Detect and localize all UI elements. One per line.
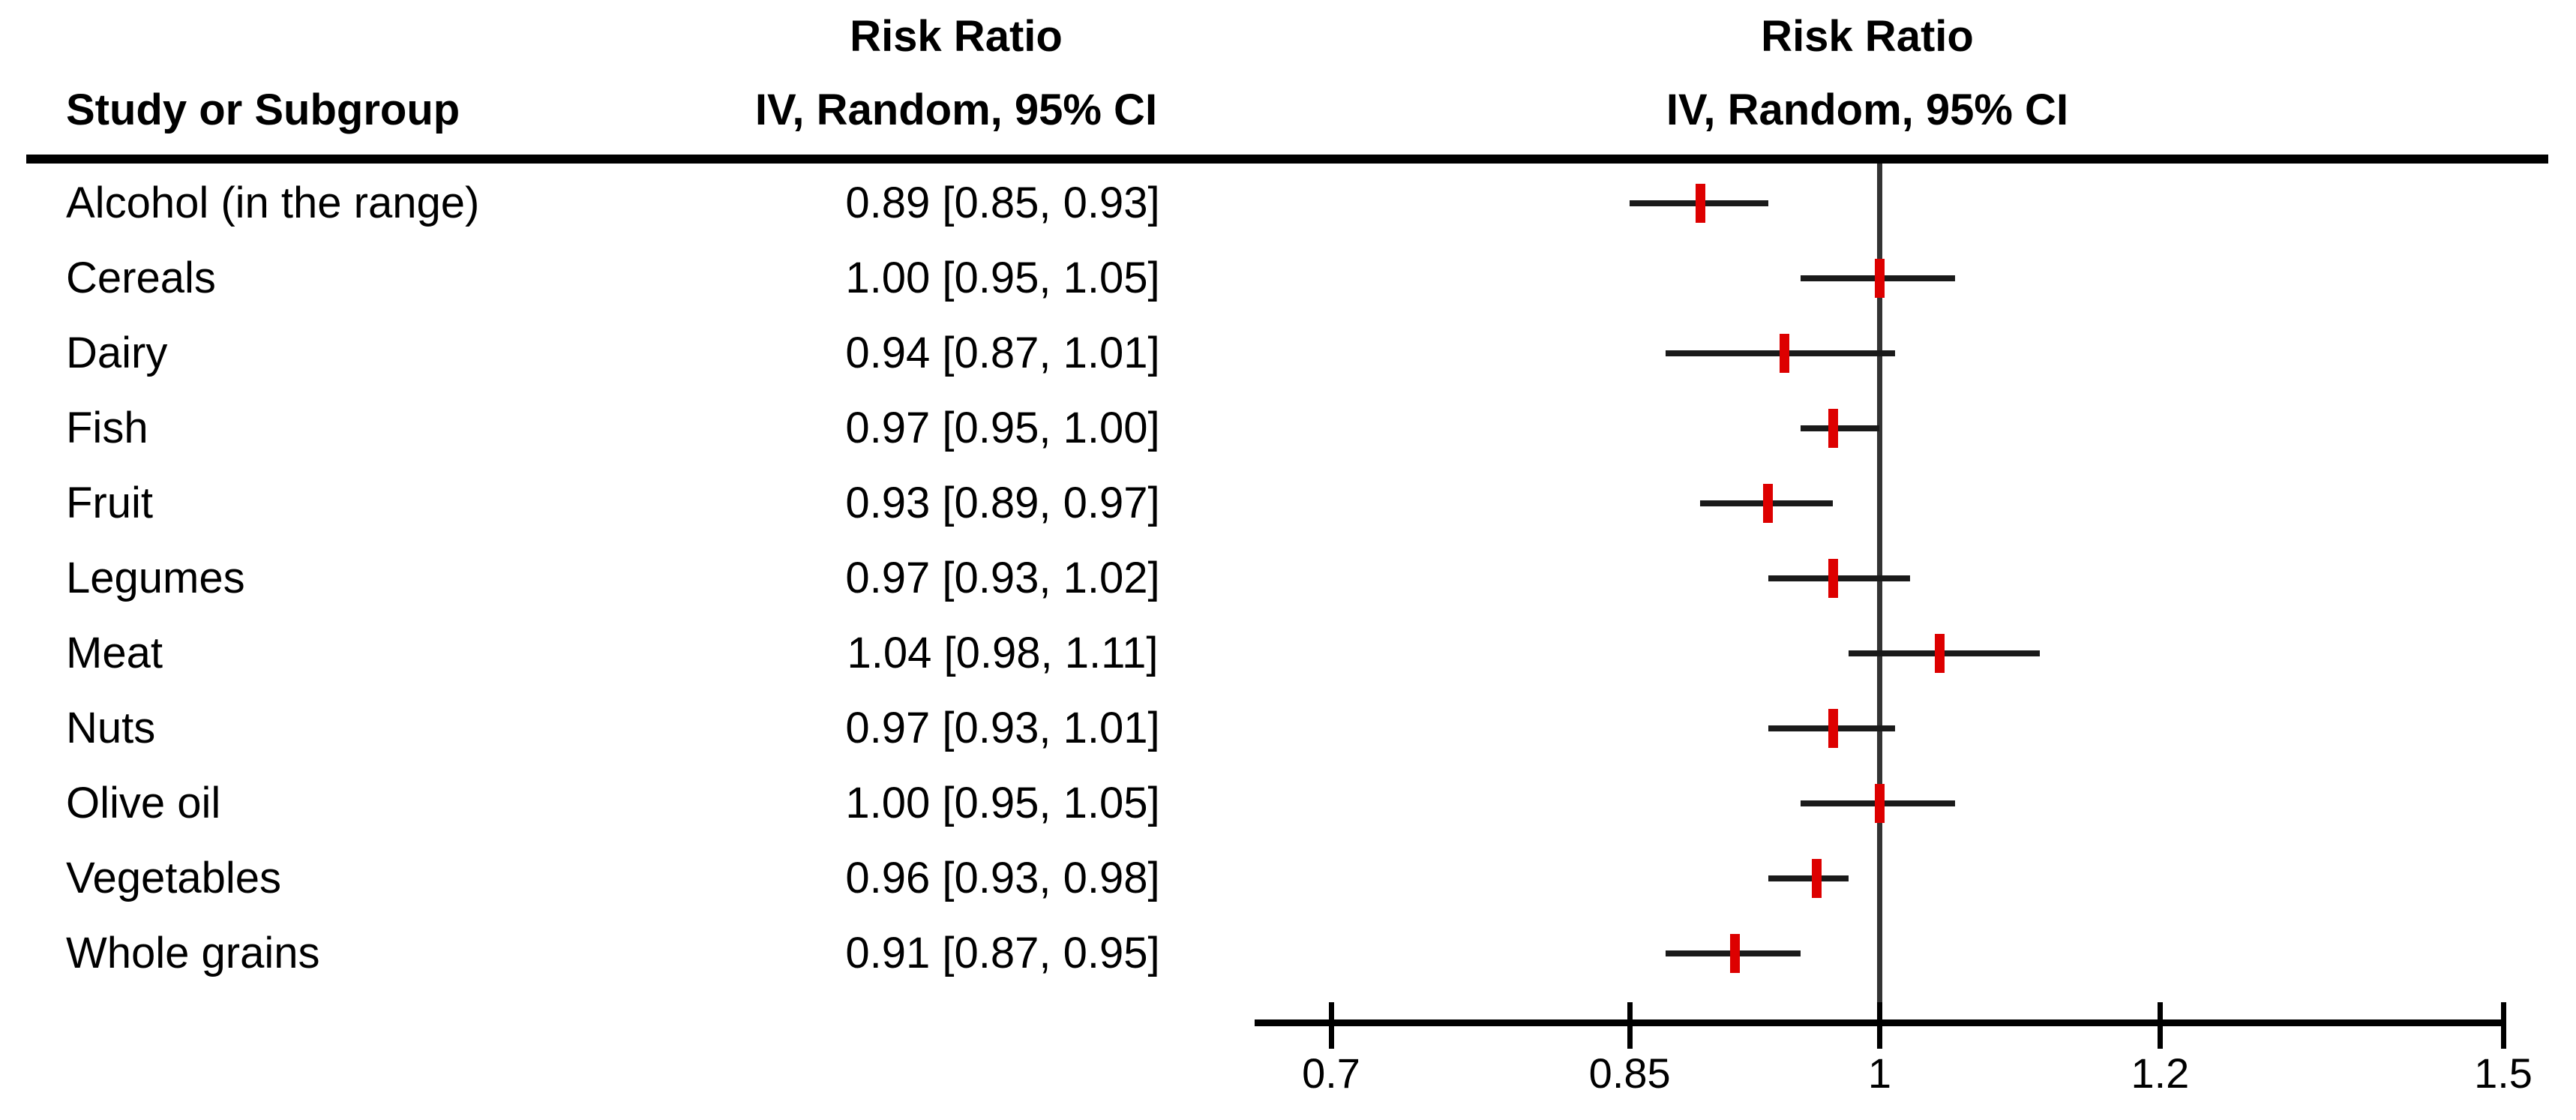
- header-divider: [26, 155, 2548, 164]
- study-label: Vegetables: [66, 854, 282, 902]
- axis-tick: [2157, 1002, 2163, 1049]
- effect-column-header-line2: IV, Random, 95% CI: [754, 86, 1158, 134]
- point-marker: [1874, 259, 1885, 298]
- effect-estimate-text: 0.93 [0.89, 0.97]: [845, 479, 1160, 527]
- study-label: Legumes: [66, 554, 245, 602]
- point-marker: [1935, 634, 1945, 673]
- study-label: Meat: [66, 629, 163, 677]
- point-marker: [1828, 409, 1838, 448]
- effect-estimate-text: 0.97 [0.95, 1.00]: [845, 404, 1160, 452]
- point-marker: [1828, 559, 1838, 598]
- point-marker: [1695, 184, 1705, 223]
- study-label: Fruit: [66, 479, 153, 527]
- axis-tick: [1876, 1002, 1882, 1049]
- effect-column-header-line1: Risk Ratio: [850, 12, 1063, 61]
- point-marker: [1874, 784, 1885, 823]
- ci-line: [1768, 575, 1911, 581]
- study-label: Cereals: [66, 254, 216, 302]
- point-marker: [1729, 934, 1740, 973]
- plot-header-line1: Risk Ratio: [1761, 12, 1974, 61]
- effect-estimate-text: 0.94 [0.87, 1.01]: [845, 329, 1160, 377]
- effect-estimate-text: 0.97 [0.93, 1.02]: [845, 554, 1160, 602]
- point-marker: [1812, 859, 1822, 898]
- study-label: Fish: [66, 404, 148, 452]
- effect-estimate-text: 1.00 [0.95, 1.05]: [845, 779, 1160, 827]
- axis-tick: [1627, 1002, 1633, 1049]
- axis-tick-label: 0.7: [1302, 1049, 1360, 1097]
- reference-line: [1876, 164, 1882, 1049]
- axis-tick-label: 0.85: [1588, 1049, 1671, 1097]
- point-marker: [1780, 334, 1790, 373]
- point-marker: [1828, 709, 1838, 748]
- study-label: Olive oil: [66, 779, 221, 827]
- study-label: Nuts: [66, 704, 156, 752]
- effect-estimate-text: 0.89 [0.85, 0.93]: [845, 179, 1160, 227]
- axis-tick-label: 1.2: [2131, 1049, 2190, 1097]
- axis-tick-label: 1: [1867, 1049, 1892, 1097]
- effect-estimate-text: 0.96 [0.93, 0.98]: [845, 854, 1160, 902]
- plot-header-line2: IV, Random, 95% CI: [1666, 86, 2069, 134]
- study-label: Alcohol (in the range): [66, 179, 480, 227]
- axis-tick: [2500, 1002, 2506, 1049]
- effect-estimate-text: 1.04 [0.98, 1.11]: [847, 629, 1159, 677]
- effect-estimate-text: 0.91 [0.87, 0.95]: [845, 929, 1160, 977]
- ci-line: [1801, 425, 1880, 431]
- study-label: Dairy: [66, 329, 168, 377]
- ci-line: [1768, 875, 1849, 881]
- effect-estimate-text: 1.00 [0.95, 1.05]: [845, 254, 1160, 302]
- axis-tick-label: 1.5: [2474, 1049, 2533, 1097]
- axis-tick: [1328, 1002, 1334, 1049]
- study-label: Whole grains: [66, 929, 320, 977]
- study-column-header: Study or Subgroup: [66, 86, 460, 134]
- effect-estimate-text: 0.97 [0.93, 1.01]: [845, 704, 1160, 752]
- point-marker: [1763, 484, 1774, 523]
